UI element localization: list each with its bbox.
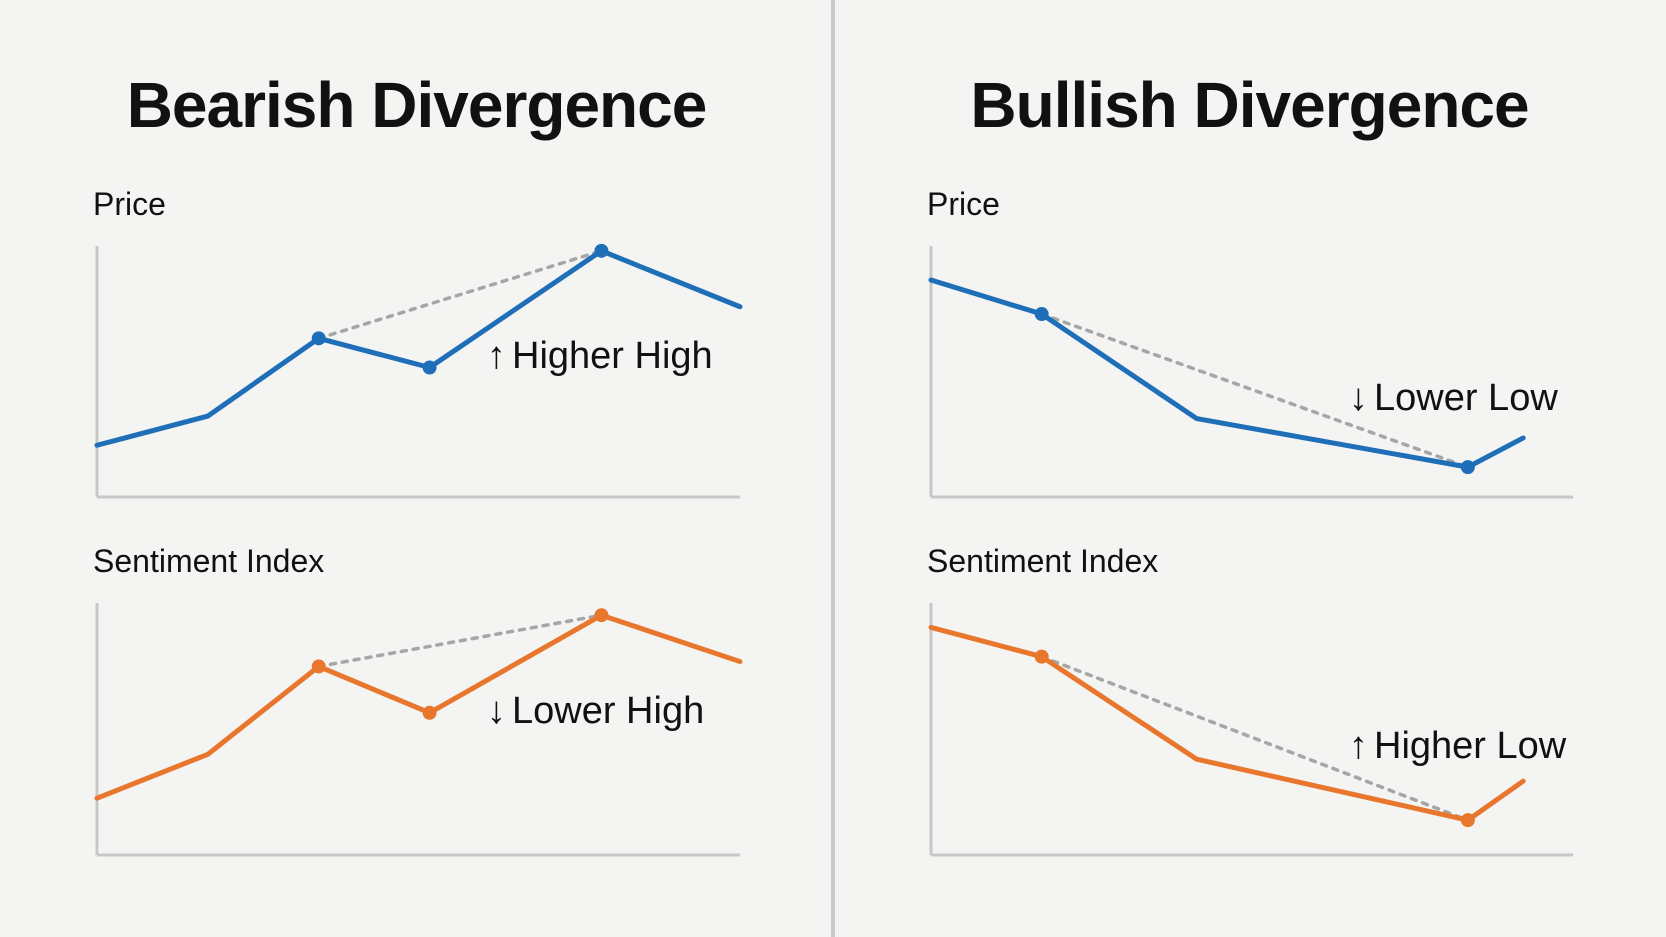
annotation-label: ↑ Higher High	[487, 335, 713, 377]
annotation-text: Higher High	[512, 335, 713, 377]
divergence-trendline	[1039, 312, 1470, 469]
annotation-text: Higher Low	[1374, 725, 1567, 767]
chart-bearish-sentiment: Sentiment Index ↓ Lower High	[93, 543, 743, 857]
series-line	[928, 277, 1526, 470]
chart-bearish-price: Price ↑ Higher High	[93, 186, 743, 499]
bullish-panel-title: Bullish Divergence	[970, 69, 1529, 141]
y-axis-label: Price	[927, 186, 1000, 222]
panel-divider	[831, 0, 835, 937]
arrow-down-icon: ↓	[1349, 377, 1368, 419]
data-point	[594, 243, 609, 258]
data-point	[1034, 649, 1049, 664]
annotation-label: ↓ Lower Low	[1349, 377, 1558, 419]
bearish-panel-title: Bearish Divergence	[126, 69, 708, 141]
y-axis-label: Sentiment Index	[93, 543, 324, 579]
annotation-text: Lower High	[512, 690, 704, 732]
data-point	[594, 608, 609, 623]
divergence-trendline	[316, 613, 604, 669]
chart-bullish-sentiment: Sentiment Index ↑ Higher Low	[927, 543, 1573, 857]
arrow-down-icon: ↓	[487, 690, 506, 732]
series-line	[94, 612, 743, 801]
data-point	[1034, 307, 1049, 322]
data-point	[1460, 460, 1475, 475]
y-axis-label: Sentiment Index	[927, 543, 1158, 579]
annotation-text: Lower Low	[1374, 377, 1558, 419]
divergence-trendline	[1039, 654, 1470, 822]
y-axis-label: Price	[93, 186, 166, 222]
annotation-label: ↑ Higher Low	[1349, 725, 1567, 767]
series-line	[94, 248, 743, 448]
data-point	[422, 360, 437, 375]
data-point	[1460, 813, 1475, 828]
data-point	[311, 331, 326, 346]
divergence-trendline	[316, 249, 604, 341]
series-line	[928, 624, 1526, 823]
arrow-up-icon: ↑	[487, 335, 506, 377]
chart-bullish-price: Price ↓ Lower Low	[927, 186, 1573, 499]
arrow-up-icon: ↑	[1349, 725, 1368, 767]
data-point	[311, 659, 326, 674]
data-point	[422, 705, 437, 720]
annotation-label: ↓ Lower High	[487, 690, 704, 732]
